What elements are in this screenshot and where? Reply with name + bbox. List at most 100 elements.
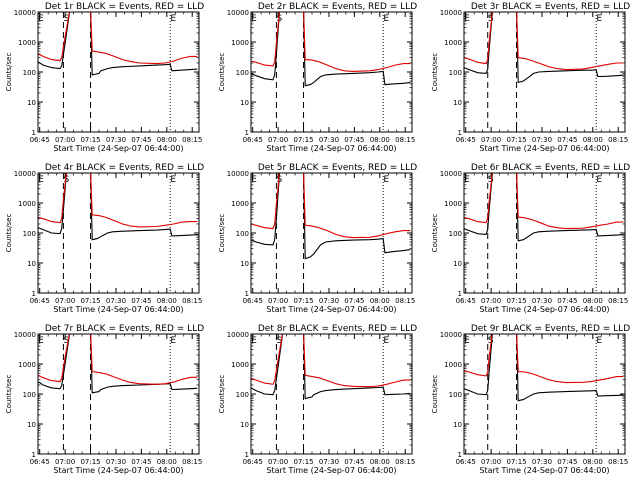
x-tick-label: 07:00 — [55, 458, 75, 466]
marker-label: E — [383, 175, 389, 185]
y-axis-label: Counts/sec — [218, 214, 226, 253]
x-tick-label: 07:15 — [506, 136, 526, 144]
series-events-line — [464, 334, 624, 402]
panel-det-5r: Det 5r BLACK = Events, RED = LLD Counts/s… — [218, 163, 417, 314]
marker-label: E — [38, 14, 44, 24]
x-tick-label: 07:00 — [481, 297, 501, 305]
y-tick-label: 100 — [236, 391, 249, 399]
series-lld-line — [251, 334, 411, 388]
y-tick-label: 1000 — [444, 39, 462, 47]
series-lld-line — [251, 173, 411, 239]
y-tick-label: 1 — [458, 451, 462, 459]
panel-det-1r: Det 1r BLACK = Events, RED = LLD Counts/s… — [5, 2, 204, 153]
y-tick-label: 10 — [240, 99, 249, 107]
x-tick-label: 08:00 — [583, 297, 603, 305]
x-axis-label: Start Time (24-Sep-07 06:44:00) — [479, 144, 609, 153]
y-tick-label: 1 — [32, 290, 36, 298]
plot-frame — [250, 172, 413, 294]
marker-label: S — [488, 14, 494, 24]
x-tick-label: 07:45 — [344, 297, 364, 305]
x-tick-label: 07:15 — [80, 458, 100, 466]
x-tick-label: 07:30 — [319, 458, 339, 466]
y-tick-label: 1 — [32, 451, 36, 459]
marker-label: E — [170, 14, 176, 24]
x-tick-label: 07:00 — [481, 458, 501, 466]
x-tick-label: 07:30 — [106, 458, 126, 466]
marker-label: E — [383, 14, 389, 24]
panel-det-2r: Det 2r BLACK = Events, RED = LLD Counts/s… — [218, 2, 417, 153]
y-tick-label: 1000 — [18, 200, 36, 208]
y-tick-label: 1000 — [444, 200, 462, 208]
x-tick-label: 08:15 — [608, 136, 628, 144]
x-tick-label: 07:15 — [293, 136, 313, 144]
x-axis-label: Start Time (24-Sep-07 06:44:00) — [53, 466, 183, 475]
marker-label: E — [596, 336, 602, 346]
series-events-line — [464, 173, 624, 242]
plot-frame — [463, 172, 626, 294]
panel-det-3r: Det 3r BLACK = Events, RED = LLD Counts/s… — [431, 2, 630, 153]
x-tick-label: 07:15 — [506, 297, 526, 305]
y-tick-label: 10 — [453, 99, 462, 107]
x-tick-label: 06:45 — [456, 297, 476, 305]
y-tick-label: 1000 — [18, 39, 36, 47]
plot-data — [38, 173, 198, 241]
x-tick-label: 08:15 — [182, 297, 202, 305]
y-tick-label: 10000 — [227, 331, 249, 339]
x-tick-label: 07:30 — [319, 136, 339, 144]
x-tick-label: 07:00 — [268, 458, 288, 466]
plot-data — [464, 334, 624, 402]
y-axis-label: Counts/sec — [431, 53, 439, 92]
y-tick-label: 1 — [458, 290, 462, 298]
marker-label: E — [464, 336, 470, 346]
plot-data — [464, 12, 624, 84]
y-tick-label: 10 — [453, 421, 462, 429]
y-tick-label: 1 — [245, 451, 249, 459]
x-axis-label: Start Time (24-Sep-07 06:44:00) — [53, 144, 183, 153]
x-tick-label: 08:00 — [583, 136, 603, 144]
y-tick-label: 100 — [23, 230, 36, 238]
x-tick-label: 08:15 — [395, 458, 415, 466]
x-tick-label: 07:30 — [106, 136, 126, 144]
x-tick-label: 07:45 — [557, 458, 577, 466]
y-tick-label: 1 — [32, 129, 36, 137]
y-tick-label: 1000 — [231, 200, 249, 208]
y-tick-label: 100 — [236, 230, 249, 238]
panel-title: Det 9r BLACK = Events, RED = LLD — [471, 324, 630, 334]
y-tick-label: 10000 — [14, 9, 36, 17]
panel-title: Det 7r BLACK = Events, RED = LLD — [45, 324, 204, 334]
x-tick-label: 08:00 — [157, 458, 177, 466]
plot-frame — [37, 11, 200, 133]
x-tick-label: 08:15 — [182, 136, 202, 144]
marker-label: E — [251, 175, 257, 185]
plot-frame — [250, 11, 413, 133]
marker-label: E — [251, 14, 257, 24]
y-tick-label: 100 — [236, 69, 249, 77]
y-tick-label: 1 — [245, 129, 249, 137]
panel-det-6r: Det 6r BLACK = Events, RED = LLD Counts/s… — [431, 163, 630, 314]
y-axis-label: Counts/sec — [218, 53, 226, 92]
series-events-line — [251, 173, 411, 260]
plot-frame — [250, 333, 413, 455]
y-tick-label: 10 — [27, 99, 36, 107]
x-axis-label: Start Time (24-Sep-07 06:44:00) — [266, 466, 396, 475]
y-tick-label: 100 — [449, 391, 462, 399]
plot-data — [38, 334, 198, 394]
y-tick-label: 1000 — [444, 361, 462, 369]
x-tick-label: 08:15 — [182, 458, 202, 466]
x-tick-label: 06:45 — [243, 297, 263, 305]
series-lld-line — [251, 12, 411, 72]
x-tick-label: 07:30 — [532, 297, 552, 305]
panel-title: Det 4r BLACK = Events, RED = LLD — [45, 163, 204, 173]
x-tick-label: 08:15 — [608, 458, 628, 466]
y-tick-label: 10 — [240, 421, 249, 429]
y-tick-label: 10000 — [227, 170, 249, 178]
panel-title: Det 8r BLACK = Events, RED = LLD — [258, 324, 417, 334]
y-axis-label: Counts/sec — [431, 375, 439, 414]
x-tick-label: 07:45 — [557, 136, 577, 144]
x-tick-label: 07:30 — [319, 297, 339, 305]
panel-det-9r: Det 9r BLACK = Events, RED = LLD Counts/s… — [431, 324, 630, 475]
x-axis-label: Start Time (24-Sep-07 06:44:00) — [266, 305, 396, 314]
series-lld-line — [464, 173, 624, 230]
x-tick-label: 07:15 — [293, 458, 313, 466]
